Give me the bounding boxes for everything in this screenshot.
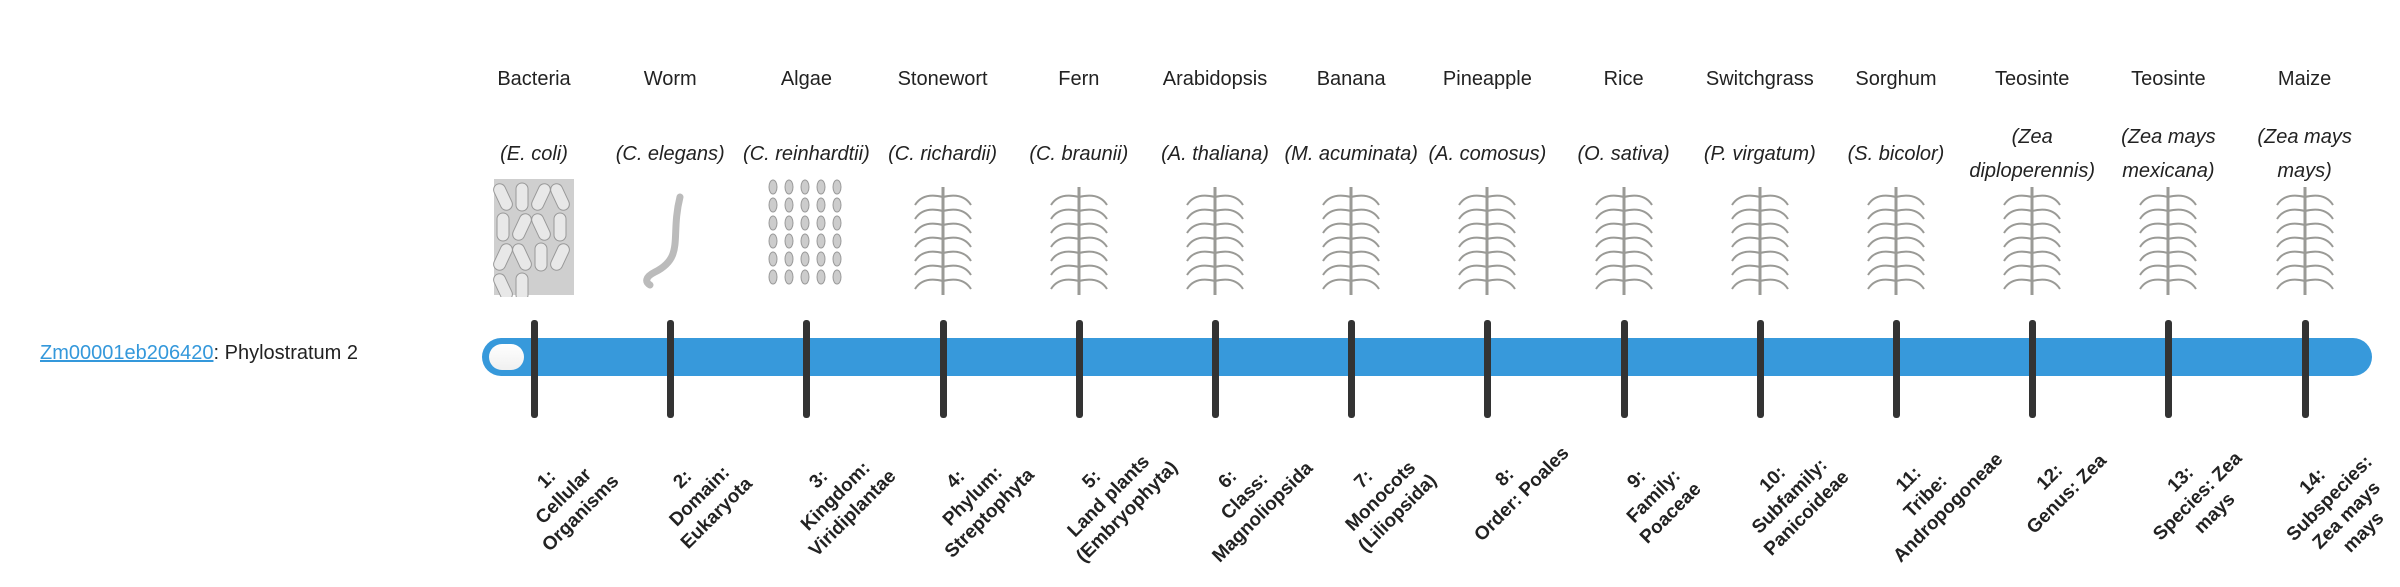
stratum-label: 14: Subspecies: Zea mays mays: [2258, 427, 2400, 587]
stratum-tick: [531, 320, 538, 418]
stratum-tick: [2029, 320, 2037, 418]
organism-species-name: (C. reinhardtii): [738, 118, 874, 190]
stratum-tick: [1620, 320, 1628, 418]
stratum-label: 12: Genus: Zea: [1996, 423, 2122, 549]
separator: :: [213, 342, 220, 364]
organism-species-name: (Zea mays mays): [2237, 118, 2373, 190]
sorghum-illustration-icon: [1828, 177, 1964, 297]
species-text: (A. thaliana): [1161, 143, 1269, 165]
gene-id-link[interactable]: Zm00001eb206420: [40, 342, 214, 364]
species-text: (C. elegans): [615, 143, 725, 165]
stonewort-illustration-icon: [875, 177, 1011, 297]
stratum-label: 11: Tribe: Andropogoneae: [1855, 425, 2007, 568]
organism-species-name: (C. elegans): [602, 118, 738, 190]
organism-common-name: Banana: [1316, 68, 1386, 90]
species-text: (E. coli): [500, 143, 568, 165]
organism-common-name: Stonewort: [897, 68, 988, 90]
phylostratum-bar: [482, 338, 2372, 376]
stratum-label: 2: Domain: Eukaryota: [629, 425, 772, 568]
organism-common-name: Fern: [1058, 68, 1100, 90]
stratum-label: 4: Phylum: Streptophyta: [901, 425, 1044, 568]
species-text: (Zea diploperennis): [1969, 126, 2095, 182]
organism-common-name: Teosinte: [1994, 68, 2070, 90]
pineapple-illustration-icon: [1419, 177, 1555, 297]
organism-species-name: (Zea mays mexicana): [2100, 118, 2236, 190]
switchgrass-illustration-icon: [1692, 177, 1828, 297]
worm-illustration-icon: [602, 177, 738, 297]
rice-illustration-icon: [1556, 177, 1692, 297]
organism-species-name: (C. richardii): [875, 118, 1011, 190]
species-text: (O. sativa): [1577, 143, 1670, 165]
organism-common-name: Maize: [2277, 68, 2332, 90]
stratum-tick: [667, 320, 675, 418]
organism-species-name: (P. virgatum): [1692, 118, 1828, 190]
species-text: (P. virgatum): [1703, 143, 1816, 165]
organism-species-name: (O. sativa): [1556, 118, 1692, 190]
stratum-tick: [2301, 320, 2309, 418]
species-text: (S. bicolor): [1847, 143, 1945, 165]
stratum-tick: [939, 320, 947, 418]
banana-illustration-icon: [1283, 177, 1419, 297]
organism-species-name: (E. coli): [466, 118, 602, 190]
organism-species-name: (C. braunii): [1011, 118, 1147, 190]
organism-common-name: Worm: [643, 68, 697, 90]
organism-species-name: (Zea diploperennis): [1964, 118, 2100, 190]
stratum-tick: [1075, 320, 1083, 418]
stratum-label: 6: Class: Magnoliopsida: [1174, 425, 1317, 568]
stratum-tick: [1348, 320, 1356, 418]
arabidopsis-illustration-icon: [1147, 177, 1283, 297]
stratum-tick: [1484, 320, 1492, 418]
organism-common-name: Arabidopsis: [1162, 68, 1268, 90]
organism-common-name: Algae: [780, 68, 832, 90]
species-text: (Zea mays mays): [2257, 126, 2352, 182]
stratum-tick: [1756, 320, 1764, 418]
organism-common-name: Teosinte: [2131, 68, 2206, 90]
stratum-tick: [1212, 320, 1219, 418]
species-text: (C. braunii): [1029, 143, 1129, 165]
bacteria-illustration-icon: [466, 177, 602, 297]
teosinte-illustration-icon: [2100, 177, 2236, 297]
stratum-label: 1: Cellular Organisms: [493, 425, 636, 568]
algae-illustration-icon: [738, 177, 874, 297]
species-text: (C. reinhardtii): [743, 143, 870, 165]
organism-common-name: Sorghum: [1855, 68, 1937, 90]
organism-common-name: Bacteria: [497, 68, 571, 90]
stratum-label: 10: Subfamily: Panicoideae: [1719, 425, 1862, 568]
teosinte-illustration-icon: [1964, 177, 2100, 297]
species-text: (C. richardii): [888, 143, 998, 165]
stratum-label: 9: Family: Poaceae: [1582, 425, 1725, 568]
maize-illustration-icon: [2237, 177, 2373, 297]
species-text: (M. acuminata): [1284, 143, 1418, 165]
stratum-label: 3: Kingdom: Viridiplantae: [765, 425, 908, 568]
phylostratum-bar-unfilled: [489, 344, 525, 370]
stratum-tick: [803, 320, 811, 418]
organism-common-name: Switchgrass: [1705, 68, 1814, 90]
organism-species-name: (A. thaliana): [1147, 118, 1283, 190]
species-text: (Zea mays mexicana): [2121, 126, 2216, 182]
organism-species-name: (A. comosus): [1419, 118, 1555, 190]
gene-result: Zm00001eb206420: Phylostratum 2: [40, 342, 358, 365]
fern-illustration-icon: [1011, 177, 1147, 297]
organism-species-name: (S. bicolor): [1828, 118, 1964, 190]
phylostratum-result: Phylostratum 2: [224, 342, 358, 364]
species-text: (A. comosus): [1428, 143, 1547, 165]
stratum-tick: [1893, 320, 1900, 418]
stratum-tick: [2165, 320, 2173, 418]
organism-common-name: Rice: [1603, 68, 1644, 90]
organism-species-name: (M. acuminata): [1283, 118, 1419, 190]
stratum-label: 8: Order: Poales: [1451, 423, 1577, 549]
stratum-label: 5: Land plants (Embryophyta): [1038, 425, 1182, 568]
stratum-label: 13: Species: Zea mays: [2127, 425, 2270, 568]
stratum-label: 7: Monocots (Liliopsida): [1310, 425, 1453, 568]
organism-common-name: Pineapple: [1442, 68, 1532, 90]
